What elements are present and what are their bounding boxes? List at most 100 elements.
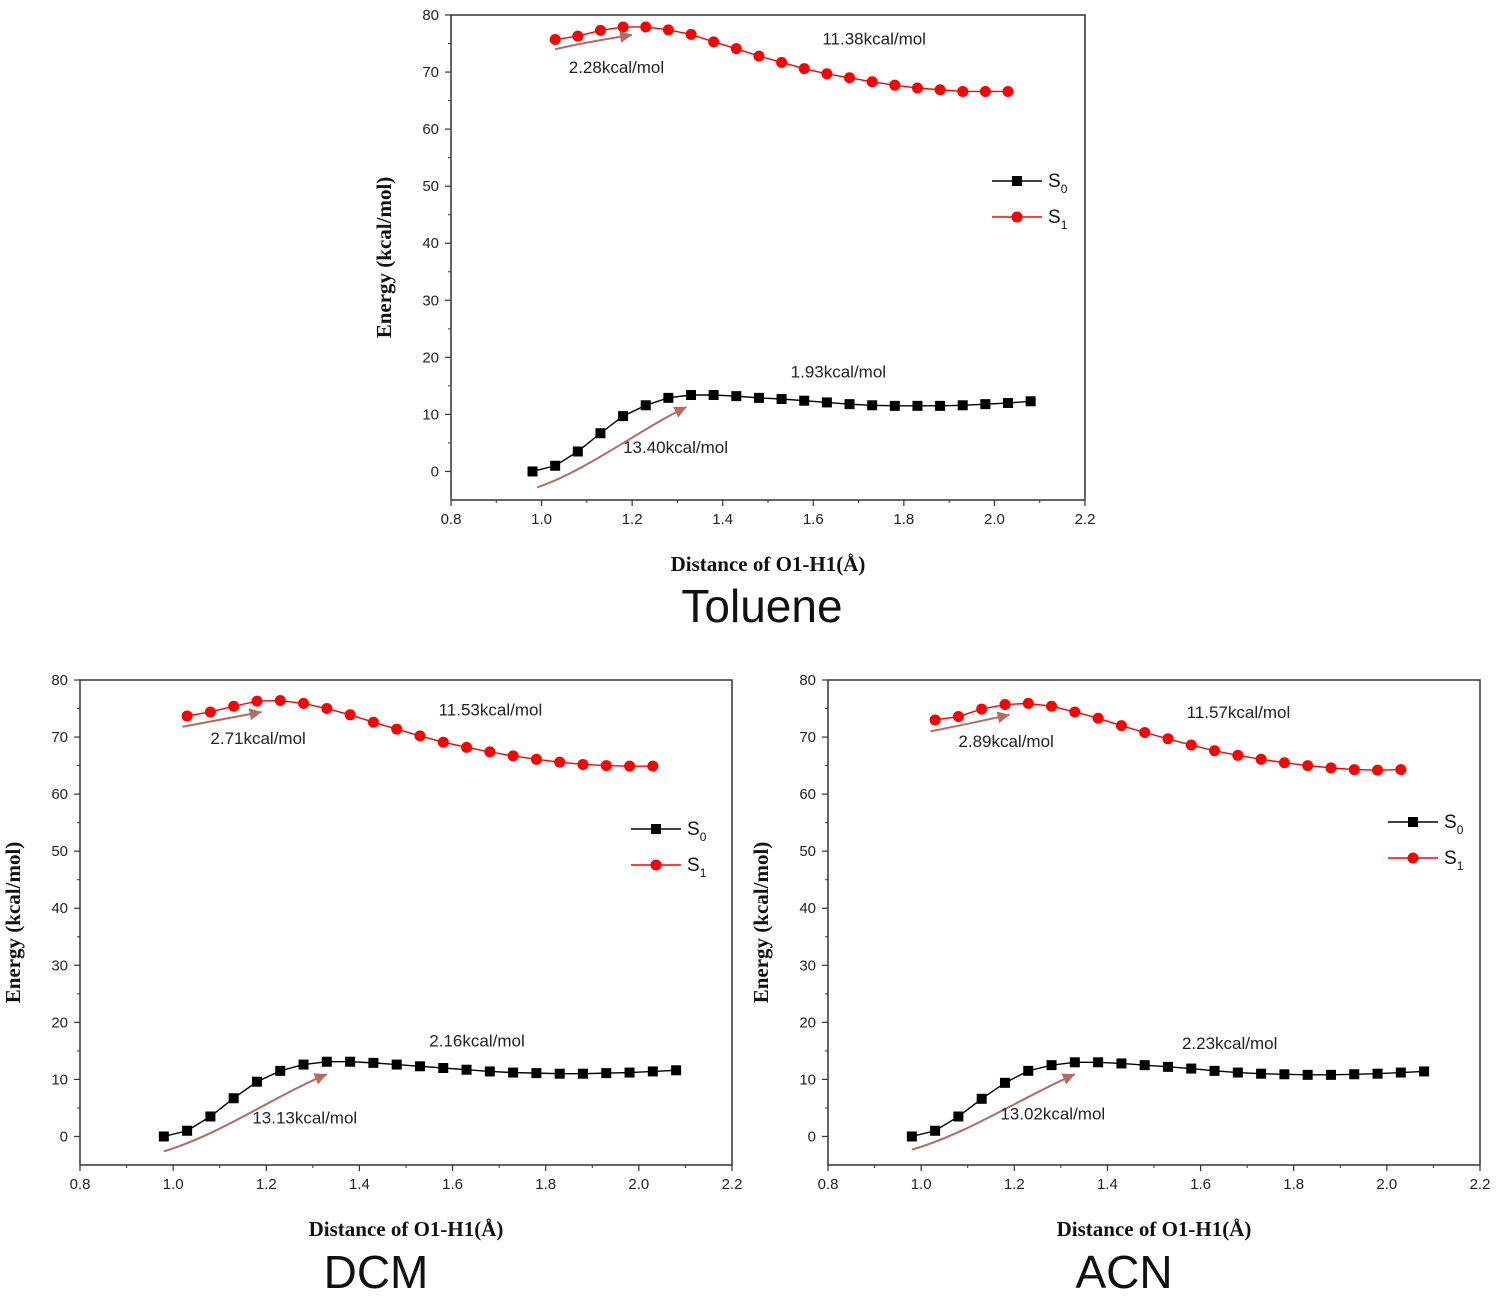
x-tick-label: 1.6 (442, 1176, 463, 1193)
data-point-s0 (1003, 398, 1014, 408)
data-point-s0 (205, 1111, 216, 1122)
data-point-s0 (601, 1068, 612, 1079)
legend-marker-square (1408, 817, 1418, 827)
data-point-s0 (889, 400, 900, 411)
data-point-s1 (1278, 757, 1290, 769)
barrier-arrow (930, 711, 1010, 733)
data-point-s0 (1023, 1065, 1034, 1076)
data-point-s0 (1209, 1065, 1220, 1076)
data-point-s0 (1116, 1058, 1127, 1069)
data-point-s0 (1162, 1061, 1173, 1072)
data-point-s1 (624, 760, 636, 772)
x-tick-label: 1.0 (531, 511, 552, 528)
data-point-s1 (821, 68, 833, 80)
energy-annotation: 13.13kcal/mol (252, 1108, 357, 1127)
data-point-s0 (671, 1065, 682, 1076)
data-point-s1 (685, 28, 697, 40)
x-axis-title: Distance of O1-H1(Å) (309, 1217, 504, 1241)
data-point-s0 (577, 1068, 588, 1079)
data-point-s1 (530, 753, 542, 765)
y-axis-title: Energy (kcal/mol) (749, 842, 773, 1004)
data-point-s1 (1185, 739, 1197, 751)
data-point-s0 (1186, 1063, 1197, 1074)
data-point-s0 (1279, 1069, 1290, 1080)
data-point-s0 (275, 1065, 286, 1076)
x-tick-label: 2.2 (1470, 1176, 1491, 1193)
plot-frame (79, 679, 733, 1166)
data-point-s0 (572, 446, 583, 457)
x-axis-title: Distance of O1-H1(Å) (671, 552, 866, 576)
x-tick-label: 1.6 (1190, 1176, 1211, 1193)
data-point-s1 (844, 72, 856, 84)
legend-marker-circle (650, 859, 662, 871)
data-point-s1 (1139, 726, 1151, 738)
y-tick-label: 0 (808, 1128, 816, 1145)
legend-marker-square (1012, 176, 1022, 186)
data-point-s0 (1325, 1069, 1336, 1080)
data-point-s1 (866, 76, 878, 88)
data-point-s1 (1092, 712, 1104, 724)
data-point-s0 (182, 1125, 193, 1136)
data-point-s1 (554, 756, 566, 768)
data-point-s0 (414, 1061, 425, 1072)
x-tick-label: 1.8 (535, 1176, 556, 1193)
data-point-s1 (1022, 697, 1034, 709)
x-axis-title: Distance of O1-H1(Å) (1057, 1217, 1252, 1241)
plot-frame (827, 679, 1481, 1166)
x-tick-label: 2.0 (1376, 1176, 1397, 1193)
data-point-s0 (298, 1059, 309, 1070)
data-point-s0 (158, 1131, 169, 1142)
data-point-s0 (554, 1068, 565, 1079)
data-point-s1 (274, 695, 286, 707)
data-point-s0 (976, 1093, 987, 1104)
data-point-s0 (906, 1131, 917, 1142)
data-point-s0 (1349, 1069, 1360, 1080)
data-point-s0 (912, 400, 923, 411)
y-tick-label: 70 (799, 729, 816, 746)
series-line-s0 (163, 1061, 677, 1138)
data-point-s1 (776, 56, 788, 68)
data-point-s1 (1115, 720, 1127, 732)
data-point-s0 (595, 428, 606, 439)
data-point-s0 (1139, 1060, 1150, 1071)
chart-panel-dcm: 0.8 1.0 1.2 1.4 1.6 1.8 2.0 2.2 0 10 20 30 40 50 60 70 8… (1, 672, 742, 1296)
data-point-s1 (228, 700, 240, 712)
x-tick-label: 1.4 (349, 1176, 370, 1193)
data-point-s1 (730, 43, 742, 55)
y-tick-label: 80 (422, 7, 439, 24)
panel-title: DCM (324, 1246, 429, 1296)
chart-panel-acn: 0.8 1.0 1.2 1.4 1.6 1.8 2.0 2.2 0 10 20 30 40 50 60 70 8… (749, 672, 1490, 1296)
barrier-arrow (554, 30, 633, 51)
y-axis-title: Energy (kcal/mol) (1, 842, 25, 1004)
energy-annotation: 2.89kcal/mol (958, 732, 1053, 751)
energy-annotation: 2.16kcal/mol (429, 1031, 524, 1050)
data-point-s1 (1232, 749, 1244, 761)
data-point-s0 (368, 1057, 379, 1068)
energy-annotation: 11.38kcal/mol (822, 30, 926, 49)
y-tick-label: 20 (51, 1014, 68, 1031)
barrier-arrow (163, 1073, 328, 1153)
legend-label: S0 (1444, 812, 1464, 837)
data-point-s0 (663, 392, 674, 403)
data-point-s0 (550, 460, 561, 471)
data-point-s1 (577, 758, 589, 770)
y-tick-label: 60 (422, 121, 439, 138)
data-point-s1 (979, 85, 991, 97)
data-point-s1 (911, 82, 923, 94)
data-point-s1 (321, 703, 333, 715)
data-point-s0 (321, 1056, 332, 1067)
x-tick-label: 1.2 (1004, 1176, 1025, 1193)
data-point-s0 (935, 400, 946, 411)
y-tick-label: 60 (51, 786, 68, 803)
data-point-s1 (461, 741, 473, 753)
x-tick-label: 1.6 (803, 511, 824, 528)
energy-annotation: 11.57kcal/mol (1187, 703, 1291, 722)
data-point-s1 (889, 79, 901, 91)
y-tick-label: 10 (799, 1071, 816, 1088)
data-point-s0 (461, 1064, 472, 1075)
panel-title: ACN (1075, 1246, 1172, 1296)
data-point-s1 (617, 21, 629, 33)
data-point-s0 (1093, 1057, 1104, 1068)
